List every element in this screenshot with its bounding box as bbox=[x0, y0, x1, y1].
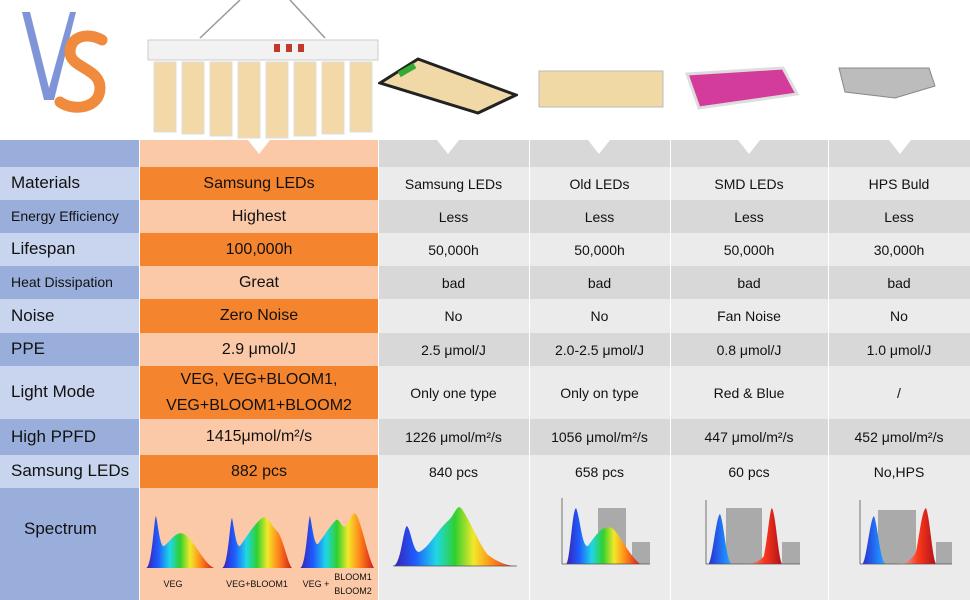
competitor-4-heat-dissipation: bad bbox=[828, 266, 970, 299]
separator-competitor-2 bbox=[670, 140, 671, 600]
competitor-1-image bbox=[378, 57, 518, 115]
row-label-spectrum: Spectrum bbox=[0, 488, 140, 600]
competitor-1-high-ppfd: 1226 μmol/m²/s bbox=[378, 419, 529, 455]
competitor-2-heat-dissipation: bad bbox=[529, 266, 670, 299]
competitor-4-materials: HPS Buld bbox=[828, 167, 970, 200]
caption-bloom1: BLOOM1 bbox=[334, 572, 372, 582]
separator-competitor-1 bbox=[529, 140, 530, 600]
competitor-3-light-mode: Red & Blue bbox=[670, 366, 828, 419]
row-label-samsung-leds: Samsung LEDs bbox=[0, 455, 140, 488]
pointer-competitor-2 bbox=[588, 140, 610, 154]
competitor-3-lifespan: 50,000h bbox=[670, 233, 828, 266]
competitor-4-noise: No bbox=[828, 299, 970, 333]
spectrum-competitor-4-graph bbox=[859, 500, 952, 565]
competitor-3-energy-efficiency: Less bbox=[670, 200, 828, 233]
competitor-3-heat-dissipation: bad bbox=[670, 266, 828, 299]
competitor-1-lifespan: 50,000h bbox=[378, 233, 529, 266]
competitor-2-noise: No bbox=[529, 299, 670, 333]
separator-competitor-3 bbox=[828, 140, 829, 600]
spectrum-competitor-2-graph bbox=[561, 498, 650, 565]
row-label-heat-dissipation: Heat Dissipation bbox=[0, 266, 140, 299]
competitor-3-samsung-leds: 60 pcs bbox=[670, 455, 828, 488]
featured-high-ppfd: 1415μmol/m²/s bbox=[140, 419, 378, 455]
caption-bloom2: BLOOM2 bbox=[334, 586, 372, 596]
separator-featured bbox=[378, 140, 379, 600]
pointer-competitor-4 bbox=[889, 140, 911, 154]
caption-veg: VEG bbox=[163, 579, 183, 589]
spectrum-competitor-1-graph bbox=[393, 507, 517, 567]
featured-product-image bbox=[147, 0, 379, 139]
pointer-featured bbox=[248, 140, 270, 154]
competitor-3-materials: SMD LEDs bbox=[670, 167, 828, 200]
featured-energy-efficiency: Highest bbox=[140, 200, 378, 233]
competitor-1-ppe: 2.5 μmol/J bbox=[378, 333, 529, 366]
competitor-2-lifespan: 50,000h bbox=[529, 233, 670, 266]
featured-samsung-leds: 882 pcs bbox=[140, 455, 378, 488]
competitor-4-high-ppfd: 452 μmol/m²/s bbox=[828, 419, 970, 455]
competitor-4-ppe: 1.0 μmol/J bbox=[828, 333, 970, 366]
competitor-3-noise: Fan Noise bbox=[670, 299, 828, 333]
competitor-2-high-ppfd: 1056 μmol/m²/s bbox=[529, 419, 670, 455]
competitor-2-image bbox=[538, 70, 664, 108]
competitor-4-image bbox=[838, 67, 936, 99]
separator-label bbox=[139, 140, 140, 600]
row-label-high-ppfd: High PPFD bbox=[0, 419, 140, 455]
competitor-3-ppe: 0.8 μmol/J bbox=[670, 333, 828, 366]
header-label-cell bbox=[0, 140, 140, 167]
featured-materials: Samsung LEDs bbox=[140, 167, 378, 200]
featured-heat-dissipation: Great bbox=[140, 266, 378, 299]
competitor-4-light-mode: / bbox=[828, 366, 970, 419]
spectrum-competitor-3-graph bbox=[705, 500, 800, 565]
header-competitor-cell bbox=[378, 140, 970, 167]
row-label-lifespan: Lifespan bbox=[0, 233, 140, 266]
caption-veg-bloom1: VEG+BLOOM1 bbox=[226, 579, 288, 589]
competitor-2-samsung-leds: 658 pcs bbox=[529, 455, 670, 488]
competitor-4-samsung-leds: No,HPS bbox=[828, 455, 970, 488]
competitor-2-light-mode: Only on type bbox=[529, 366, 670, 419]
competitor-3-high-ppfd: 447 μmol/m²/s bbox=[670, 419, 828, 455]
featured-light-mode: VEG, VEG+BLOOM1, VEG+BLOOM1+BLOOM2 bbox=[140, 366, 378, 419]
competitor-1-energy-efficiency: Less bbox=[378, 200, 529, 233]
row-label-materials: Materials bbox=[0, 167, 140, 200]
featured-noise: Zero Noise bbox=[140, 299, 378, 333]
spectrum-veg-graph bbox=[146, 516, 214, 568]
competitor-4-energy-efficiency: Less bbox=[828, 200, 970, 233]
competitor-1-samsung-leds: 840 pcs bbox=[378, 455, 529, 488]
pointer-competitor-1 bbox=[437, 140, 459, 154]
competitor-4-lifespan: 30,000h bbox=[828, 233, 970, 266]
competitor-1-materials: Samsung LEDs bbox=[378, 167, 529, 200]
competitor-1-noise: No bbox=[378, 299, 529, 333]
caption-veg-plus: VEG + bbox=[302, 579, 330, 589]
competitor-2-materials: Old LEDs bbox=[529, 167, 670, 200]
brand-logo bbox=[22, 12, 108, 113]
competitor-1-light-mode: Only one type bbox=[378, 366, 529, 419]
featured-lifespan: 100,000h bbox=[140, 233, 378, 266]
pointer-competitor-3 bbox=[738, 140, 760, 154]
spectrum-veg-bloom1-graph bbox=[222, 517, 292, 568]
row-label-ppe: PPE bbox=[0, 333, 140, 366]
featured-ppe: 2.9 μmol/J bbox=[140, 333, 378, 366]
competitor-1-heat-dissipation: bad bbox=[378, 266, 529, 299]
spectrum-veg-bloom1-bloom2-graph bbox=[300, 513, 374, 568]
row-label-light-mode: Light Mode bbox=[0, 366, 140, 419]
competitor-3-image bbox=[684, 66, 800, 110]
row-label-energy-efficiency: Energy Efficiency bbox=[0, 200, 140, 233]
competitor-2-energy-efficiency: Less bbox=[529, 200, 670, 233]
competitor-2-ppe: 2.0-2.5 μmol/J bbox=[529, 333, 670, 366]
row-label-noise: Noise bbox=[0, 299, 140, 333]
